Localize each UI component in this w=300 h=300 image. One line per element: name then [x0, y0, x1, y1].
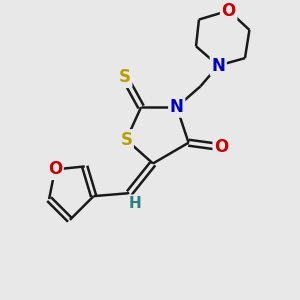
Text: N: N	[211, 56, 225, 74]
Text: O: O	[221, 2, 236, 20]
Text: O: O	[214, 138, 228, 156]
Text: H: H	[129, 196, 142, 211]
Text: S: S	[119, 68, 131, 86]
Text: O: O	[48, 160, 62, 178]
Text: S: S	[120, 131, 132, 149]
Text: N: N	[170, 98, 184, 116]
